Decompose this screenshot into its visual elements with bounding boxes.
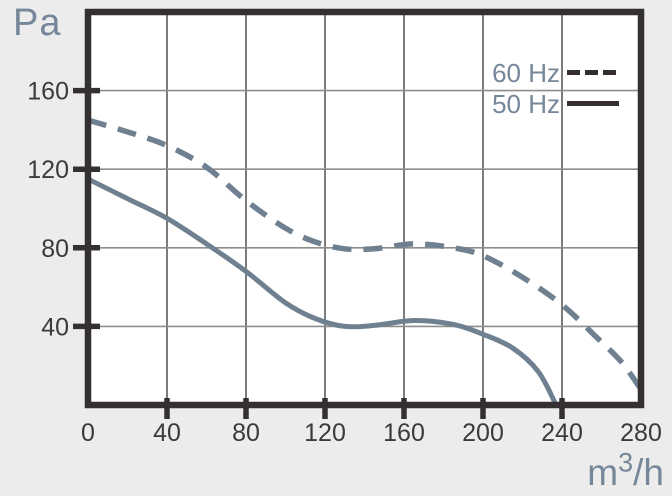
y-tick-label: 40 — [41, 313, 69, 341]
legend-label-60hz: 60 Hz — [492, 57, 560, 88]
x-tick-label: 200 — [462, 419, 504, 447]
gridlines — [91, 15, 638, 402]
curve-50hz — [91, 177, 558, 403]
axis-ticks — [73, 87, 565, 419]
x-tick-label: 40 — [153, 419, 181, 447]
x-axis-unit-label: m3/h — [587, 449, 664, 494]
plot-area-background — [85, 9, 644, 408]
plot-frame — [84, 8, 645, 409]
x-tick-label: 160 — [383, 419, 425, 447]
x-unit-base: m — [587, 452, 619, 493]
curves — [91, 118, 638, 403]
x-tick-label: 80 — [232, 419, 260, 447]
x-unit-rest: /h — [633, 452, 664, 493]
x-tick-label: 0 — [81, 419, 95, 447]
legend-item-50hz: 50 Hz — [420, 88, 619, 119]
y-axis-unit-label: Pa — [13, 2, 62, 44]
legend-label-50hz: 50 Hz — [492, 88, 560, 119]
legend-dashed-line-sample — [567, 70, 619, 75]
x-unit-exponent: 3 — [618, 447, 634, 478]
y-tick-label: 120 — [27, 156, 69, 184]
legend-item-60hz: 60 Hz — [420, 57, 619, 88]
axis-tick-labels: 0 40 80 120 160 200 240 280 40 80 120 160 — [27, 78, 662, 447]
x-tick-label: 120 — [304, 419, 346, 447]
x-tick-label: 280 — [620, 419, 662, 447]
x-tick-label: 240 — [541, 419, 583, 447]
y-tick-label: 80 — [41, 235, 69, 263]
legend-solid-line-sample — [567, 101, 619, 106]
legend: 60 Hz 50 Hz — [420, 57, 619, 119]
y-tick-label: 160 — [27, 78, 69, 106]
curve-60hz — [91, 118, 638, 390]
